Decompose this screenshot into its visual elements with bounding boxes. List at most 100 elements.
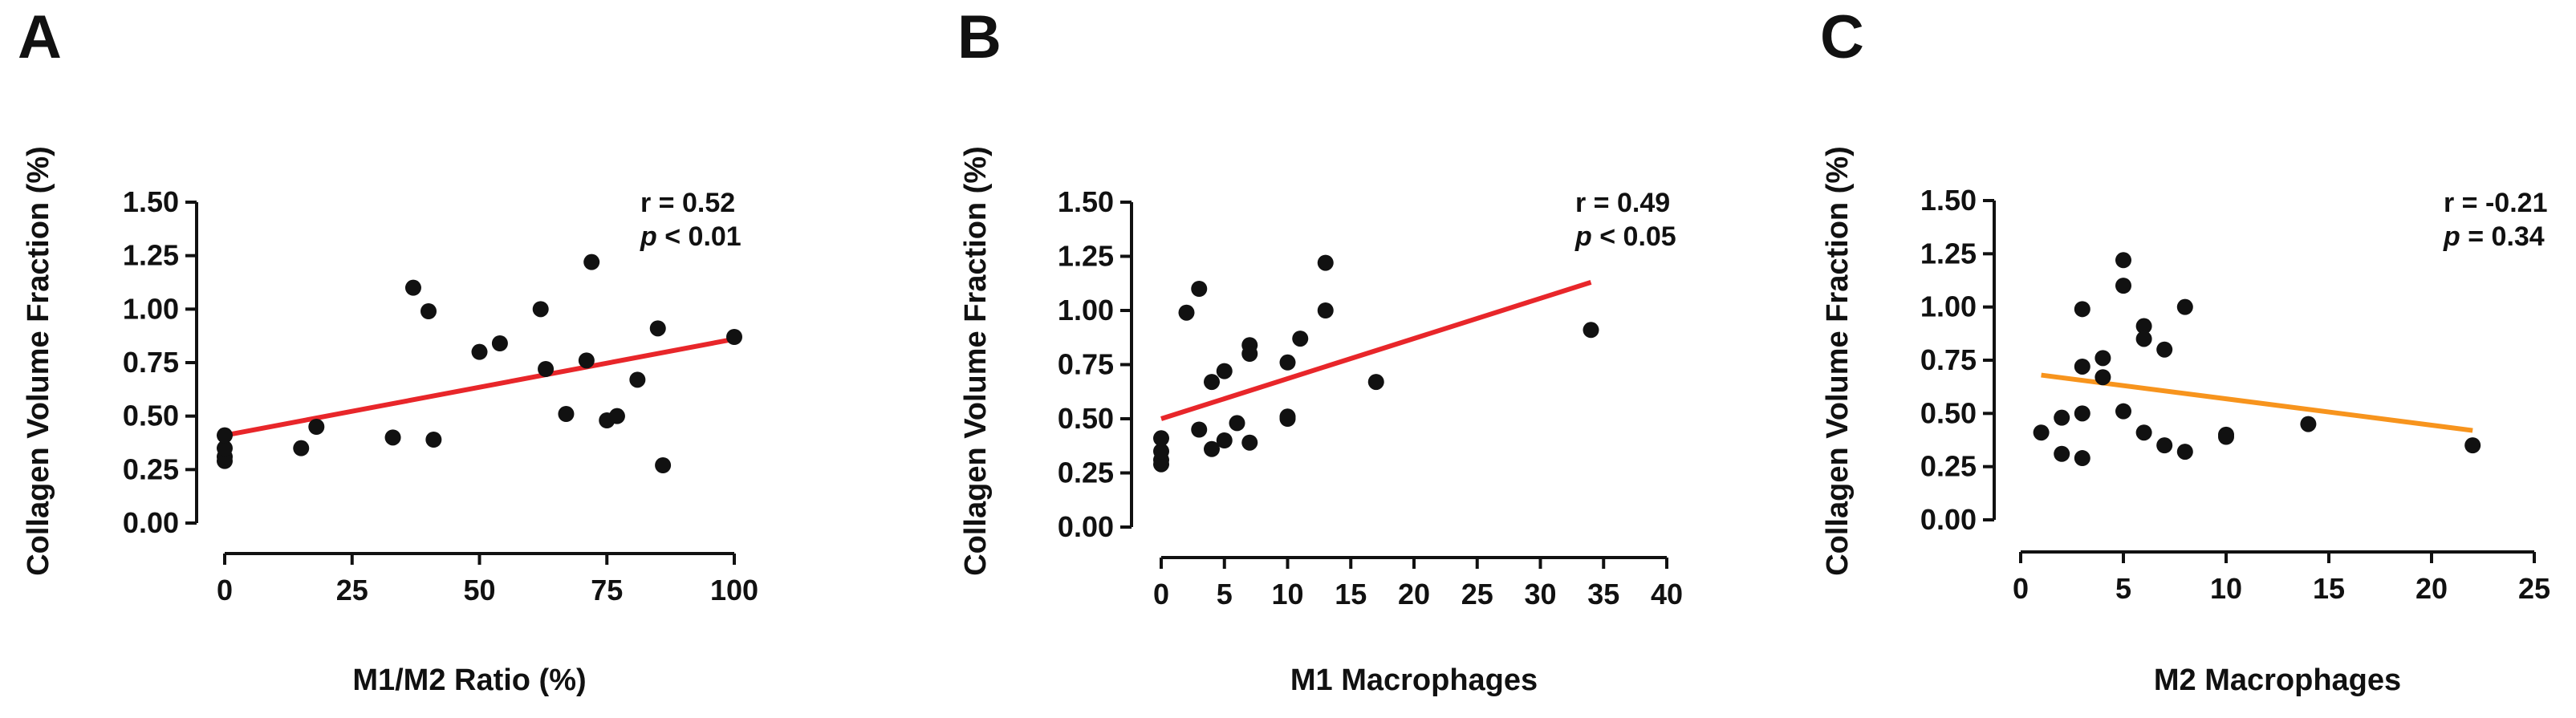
y-axis-title: Collagen Volume Fraction (%)	[22, 146, 55, 576]
x-tick-label: 10	[2210, 572, 2242, 605]
y-tick-label: 0.00	[1920, 503, 1977, 536]
plot-area: 0.00 0.25 0.50 0.75 1.00 1.25 1.50 0 5 10 15 20 25	[1920, 184, 2550, 605]
r-value: r = 0.52	[640, 188, 735, 218]
data-point	[2176, 444, 2193, 460]
data-point	[425, 432, 442, 448]
y-tick-label: 0.75	[1920, 343, 1977, 376]
y-tick-label: 1.50	[1920, 184, 1977, 217]
x-tick-label: 25	[2518, 572, 2550, 605]
p-symbol: p	[2443, 221, 2460, 252]
data-point	[583, 254, 600, 270]
y-tick-label: 1.25	[1058, 240, 1114, 273]
x-tick-label: 50	[463, 574, 495, 606]
data-point	[2054, 409, 2070, 426]
data-point	[1317, 302, 1334, 318]
data-point	[1241, 346, 1258, 362]
p-value: p = 0.34	[2443, 221, 2545, 252]
data-point	[1229, 415, 1245, 432]
data-point	[471, 343, 488, 360]
data-point	[1279, 354, 1296, 371]
x-tick-label: 10	[1271, 578, 1303, 611]
x-tick-label: 0	[1153, 578, 1169, 611]
x-axis-title: M1 Macrophages	[1290, 663, 1538, 697]
x-tick-label: 20	[2416, 572, 2448, 605]
x-tick-label: 100	[710, 574, 758, 606]
x-tick-label: 15	[1335, 578, 1367, 611]
y-tick-label: 0.00	[123, 506, 179, 539]
data-point	[2218, 428, 2234, 445]
x-axis-title: M2 Macrophages	[2154, 663, 2401, 697]
r-value: r = -0.21	[2444, 188, 2547, 218]
y-tick-label: 0.75	[1058, 348, 1114, 381]
data-point	[2033, 424, 2050, 441]
x-tick-label: 5	[1217, 578, 1233, 611]
data-point	[2074, 405, 2090, 422]
r-value: r = 0.49	[1575, 188, 1670, 218]
y-tick-label: 0.50	[1920, 396, 1977, 429]
y-tick-label: 1.50	[1058, 185, 1114, 218]
regression-line	[1160, 280, 1592, 421]
data-point	[404, 279, 421, 296]
y-tick-label: 0.50	[1058, 402, 1114, 435]
x-tick-label: 25	[1461, 578, 1493, 611]
x-tick-label: 15	[2313, 572, 2345, 605]
data-point	[2054, 445, 2070, 462]
y-tick-label: 0.25	[1058, 456, 1114, 489]
data-point	[1583, 322, 1599, 339]
y-tick-label: 0.75	[123, 346, 179, 379]
panel-letter: A	[18, 3, 62, 71]
data-point	[217, 440, 233, 456]
data-point	[558, 406, 575, 422]
x-tick-label: 30	[1524, 578, 1556, 611]
y-tick-label: 0.00	[1058, 510, 1114, 543]
y-tick-label: 1.25	[123, 239, 179, 272]
data-point	[2156, 437, 2173, 454]
data-point	[1153, 430, 1169, 447]
data-point	[2176, 298, 2193, 315]
data-point	[2156, 341, 2173, 358]
data-point	[2464, 437, 2481, 454]
data-point	[655, 457, 672, 473]
x-tick-label: 5	[2115, 572, 2131, 605]
plot-area: 0.00 0.25 0.50 0.75 1.00 1.25 1.50 0 25 50 75 100	[123, 185, 758, 606]
data-point	[1292, 331, 1309, 347]
x-tick-label: 20	[1398, 578, 1430, 611]
data-point	[308, 419, 325, 435]
data-point	[1204, 440, 1220, 457]
panel-b: B Collagen Volume Fraction (%) M1 Macrop…	[957, 3, 1683, 697]
data-point	[2115, 403, 2131, 420]
data-point	[538, 361, 555, 377]
data-point	[1216, 432, 1233, 448]
data-point	[532, 301, 549, 318]
regression-line	[2041, 372, 2473, 433]
y-tick-label: 1.25	[1920, 237, 1977, 270]
y-tick-label: 1.50	[123, 185, 179, 218]
data-point	[2135, 331, 2152, 347]
y-axis-title: Collagen Volume Fraction (%)	[1821, 146, 1855, 576]
data-point	[491, 335, 508, 351]
panel-letter: C	[1820, 3, 1864, 71]
p-value-text: < 0.05	[1592, 221, 1676, 252]
data-point	[608, 408, 625, 424]
data-point	[1191, 281, 1208, 297]
data-point	[217, 427, 233, 444]
data-point	[2300, 416, 2317, 432]
x-tick-label: 75	[591, 574, 623, 606]
data-point	[2074, 450, 2090, 467]
data-point	[421, 303, 437, 319]
data-point	[2074, 358, 2090, 375]
p-value: p < 0.01	[640, 221, 742, 252]
data-point	[2095, 350, 2111, 367]
p-value-text: = 0.34	[2460, 221, 2545, 252]
y-axis-title: Collagen Volume Fraction (%)	[959, 146, 993, 576]
data-point	[2074, 301, 2090, 318]
data-point	[1241, 434, 1258, 451]
p-symbol: p	[1574, 221, 1592, 252]
data-point	[1191, 421, 1208, 438]
data-point	[578, 352, 595, 369]
p-value: p < 0.05	[1574, 221, 1676, 252]
panel-letter: B	[957, 3, 1002, 71]
data-point	[384, 429, 401, 446]
x-tick-label: 0	[2013, 572, 2029, 605]
plot-area: 0.00 0.25 0.50 0.75 1.00 1.25 1.50 0 5 10 15 20 25 30…	[1058, 185, 1683, 611]
